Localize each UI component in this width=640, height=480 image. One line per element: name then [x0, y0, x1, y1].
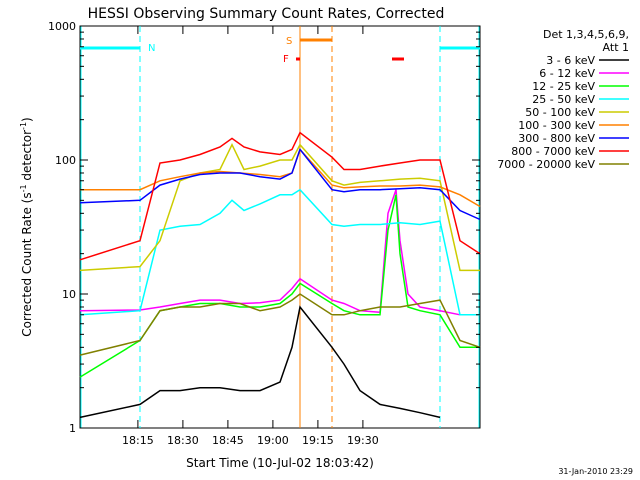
x-tick-label: 19:15	[302, 434, 334, 447]
series-line	[79, 188, 480, 316]
legend-entry-label: 800 - 7000 keV	[511, 145, 595, 158]
x-tick-label: 19:00	[257, 434, 289, 447]
saa-label: S	[286, 36, 292, 47]
y-axis-label-sup1: -1	[19, 184, 28, 192]
legend-entry-label: 25 - 50 keV	[532, 93, 595, 106]
series-line	[79, 194, 480, 378]
legend-entry-label: 12 - 25 keV	[532, 80, 595, 93]
series-line	[79, 293, 481, 356]
series-line	[79, 305, 441, 419]
night-label: N	[148, 43, 155, 54]
chart-title: HESSI Observing Summary Count Rates, Cor…	[88, 6, 445, 22]
y-axis-label: Corrected Count Rate (s-1 detector-1)	[19, 117, 34, 336]
x-tick-label: 18:15	[122, 434, 154, 447]
series-line	[79, 131, 481, 261]
legend-title-2: Att 1	[603, 41, 629, 54]
plot-area	[79, 25, 481, 429]
y-tick-label: 1	[69, 422, 76, 435]
y-axis-label-main: Corrected Count Rate (s	[20, 192, 34, 336]
plot-frame	[79, 25, 481, 429]
legend-entry-label: 50 - 100 keV	[525, 106, 595, 119]
x-tick-label: 19:30	[347, 434, 379, 447]
x-axis-label: Start Time (10-Jul-02 18:03:42)	[186, 456, 374, 470]
y-axis-label-end: )	[20, 117, 34, 122]
x-tick-label: 18:30	[167, 434, 199, 447]
series-layer	[79, 131, 481, 419]
series-line	[79, 147, 481, 221]
legend-entry-label: 7000 - 20000 keV	[497, 158, 595, 171]
legend-title-1: Det 1,3,4,5,6,9,	[543, 28, 629, 41]
legend-entry-label: 6 - 12 keV	[539, 67, 595, 80]
y-tick-label: 100	[55, 154, 76, 167]
y-axis-label-mid: detector	[20, 130, 34, 185]
y-tick-label: 1000	[48, 20, 76, 33]
legend-entry-label: 100 - 300 keV	[518, 119, 595, 132]
legend-entry-label: 300 - 800 keV	[518, 132, 595, 145]
x-tick-label: 18:45	[212, 434, 244, 447]
axes-layer: 1 10 100 1000 18:15 18:30 18:45 19:00 19:15 19:30	[48, 20, 480, 447]
y-axis-label-sup2: -1	[19, 122, 28, 130]
series-line	[79, 189, 480, 316]
flare-label: F	[283, 54, 289, 65]
footer-timestamp: 31-Jan-2010 23:29	[558, 467, 633, 476]
legend-entry-label: 3 - 6 keV	[546, 54, 595, 67]
y-tick-label: 10	[62, 288, 76, 301]
marker-layer: N SF	[80, 26, 480, 428]
